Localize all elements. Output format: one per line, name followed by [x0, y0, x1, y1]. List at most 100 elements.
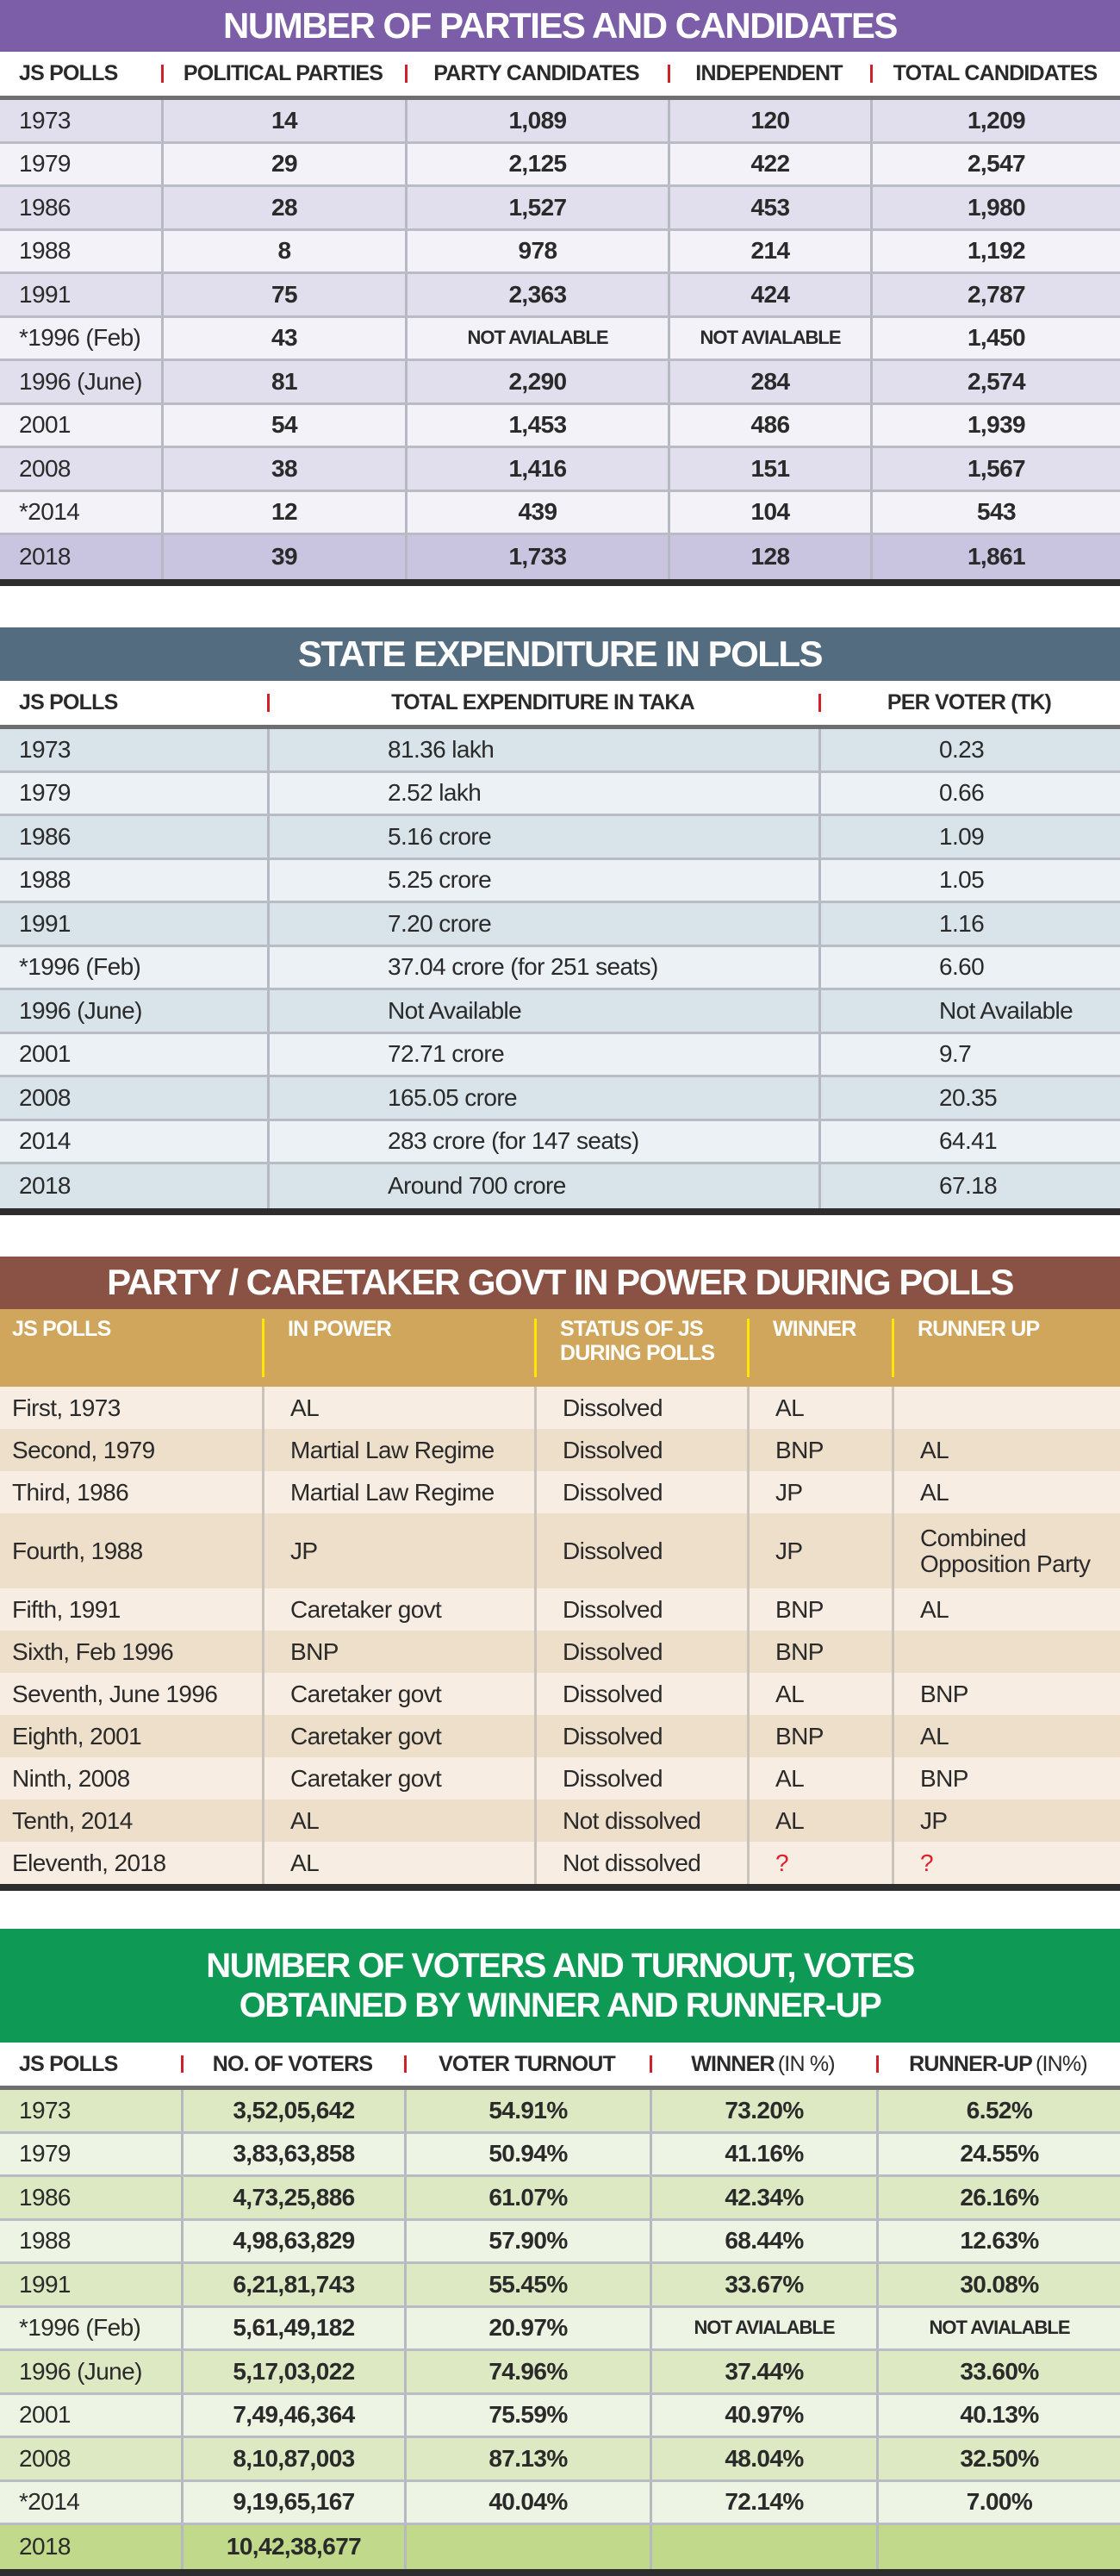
table-cell: 1,416 — [405, 448, 668, 490]
table-cell: 120 — [668, 100, 870, 141]
row-label: 2001 — [19, 1040, 71, 1068]
table-cell: 486 — [668, 404, 870, 446]
table-cell: 87.13% — [404, 2438, 650, 2479]
table-cell: 73.20% — [650, 2090, 876, 2131]
column-header: JS POLLS — [19, 690, 118, 714]
table-cell: 9.7 — [818, 1033, 1120, 1075]
table-cell: 0.66 — [818, 772, 1120, 814]
table-header: JS POLLS TOTAL EXPENDITURE IN TAKA PER VOT… — [0, 681, 1120, 729]
table-cell: 5,17,03,022 — [181, 2351, 404, 2392]
table-cell: 43 — [161, 317, 405, 359]
table-row: First, 1973 AL Dissolved AL — [0, 1387, 1120, 1429]
table-cell: NOT AVIALABLE — [405, 317, 668, 359]
row-label: First, 1973 — [12, 1394, 121, 1421]
table-cell: AL — [747, 1757, 892, 1799]
table-cell: BNP — [747, 1715, 892, 1757]
table-cell: Caretaker govt — [262, 1757, 534, 1799]
column-header: JS POLLS — [0, 2043, 181, 2086]
table-row: *2014 12 439 104 543 — [0, 491, 1120, 535]
column-header-label: RUNNER-UP — [909, 2051, 1033, 2076]
column-header: NO. OF VOTERS — [181, 2043, 404, 2086]
row-label: *1996 (Feb) — [19, 953, 141, 981]
table-cell: 1,089 — [405, 100, 668, 141]
column-header-unit: (IN %) — [777, 2051, 836, 2076]
table-row: 2008 165.05 crore 20.35 — [0, 1077, 1120, 1121]
table-cell: 5.16 crore — [267, 816, 818, 858]
table-row: Eighth, 2001 Caretaker govt Dissolved BNP AL — [0, 1715, 1120, 1757]
table-cell: 4,98,63,829 — [181, 2220, 404, 2261]
table-cell: 2,363 — [405, 274, 668, 315]
table-cell: 453 — [668, 187, 870, 228]
row-label: 2008 — [19, 2444, 71, 2472]
table-cell: 40.13% — [876, 2394, 1120, 2436]
table-cell: Martial Law Regime — [262, 1471, 534, 1513]
table-cell: 75.59% — [404, 2394, 650, 2436]
table-cell: 14 — [161, 100, 405, 141]
table-row: 1996 (June) Not Available Not Available — [0, 990, 1120, 1034]
table-cell: 7.00% — [876, 2481, 1120, 2523]
table-cell: Dissolved — [534, 1631, 747, 1673]
table-cell: 74.96% — [404, 2351, 650, 2392]
row-label: Fifth, 1991 — [12, 1595, 121, 1623]
table-cell: 1,567 — [870, 448, 1120, 490]
table-cell: Dissolved — [534, 1513, 747, 1588]
table-cell: Dissolved — [534, 1387, 747, 1429]
table-cell: Around 700 crore — [267, 1164, 818, 1208]
table-cell: NOT AVIALABLE — [668, 317, 870, 359]
table-row: Third, 1986 Martial Law Regime Dissolved JP… — [0, 1471, 1120, 1513]
table-row: 2001 54 1,453 486 1,939 — [0, 404, 1120, 448]
table-cell: 2,574 — [870, 361, 1120, 402]
table-cell: 39 — [161, 535, 405, 579]
table-cell: 81 — [161, 361, 405, 402]
divider — [0, 578, 1120, 586]
table-cell: 75 — [161, 274, 405, 315]
column-header: JS POLLS — [19, 61, 118, 85]
row-label: 1988 — [19, 866, 71, 894]
table-cell: 1,453 — [405, 404, 668, 446]
table-cell: 3,52,05,642 — [181, 2090, 404, 2131]
table-cell: 104 — [668, 491, 870, 533]
table-cell: AL — [262, 1387, 534, 1429]
row-label: Second, 1979 — [12, 1436, 155, 1463]
table-cell: BNP — [262, 1631, 534, 1673]
divider — [0, 1884, 1120, 1891]
table-body: 1973 3,52,05,642 54.91% 73.20% 6.52% 1979 3,83… — [0, 2090, 1120, 2569]
table-cell: AL — [747, 1387, 892, 1429]
table-cell: 2,787 — [870, 274, 1120, 315]
table-row: *1996 (Feb) 43 NOT AVIALABLE NOT AVIALABLE 1… — [0, 317, 1120, 361]
table-cell: 1,450 — [870, 317, 1120, 359]
table-cell: 38 — [161, 448, 405, 490]
table-row: Eleventh, 2018 AL Not dissolved?? — [0, 1842, 1120, 1884]
table-cell: 32.50% — [876, 2438, 1120, 2479]
table-row: *2014 9,19,65,167 40.04% 72.14% 7.00% — [0, 2481, 1120, 2525]
column-header-label: WINNER — [691, 2051, 775, 2076]
table-title: NUMBER OF PARTIES AND CANDIDATES — [0, 0, 1120, 52]
row-label: 1979 — [19, 150, 71, 178]
column-header: IN POWER — [262, 1309, 534, 1387]
table-row: *1996 (Feb) 37.04 crore (for 251 seats) 6.… — [0, 946, 1120, 990]
row-label: 2014 — [19, 1127, 71, 1155]
table-cell: 2.52 lakh — [267, 772, 818, 814]
row-label: 1973 — [19, 106, 71, 134]
table-cell: 151 — [668, 448, 870, 490]
table-row: 1973 81.36 lakh 0.23 — [0, 729, 1120, 773]
table-cell: Dissolved — [534, 1715, 747, 1757]
row-label: *2014 — [19, 498, 80, 526]
table-title: PARTY / CARETAKER GOVT IN POWER DURING P… — [0, 1257, 1120, 1309]
table-cell: 543 — [870, 491, 1120, 533]
row-label: 1996 (June) — [19, 2357, 142, 2385]
table-cell: AL — [747, 1673, 892, 1715]
table-cell: AL — [892, 1588, 1120, 1631]
table-cell: 72.71 crore — [267, 1033, 818, 1075]
table-row: 1988 8 978 214 1,192 — [0, 230, 1120, 274]
table-row: 1973 14 1,089 120 1,209 — [0, 100, 1120, 144]
column-header: PER VOTER (TK) — [818, 681, 1120, 725]
table-cell: 1,527 — [405, 187, 668, 228]
column-header: TOTAL EXPENDITURE IN TAKA — [267, 681, 818, 725]
row-label: *2014 — [19, 2488, 80, 2516]
table-header: JS POLLS NO. OF VOTERS VOTER TURNOUT WINNER… — [0, 2043, 1120, 2090]
table-row: Sixth, Feb 1996 BNP Dissolved BNP — [0, 1631, 1120, 1673]
table-cell: 42.34% — [650, 2177, 876, 2218]
table-cell: AL — [892, 1715, 1120, 1757]
table-cell: 424 — [668, 274, 870, 315]
